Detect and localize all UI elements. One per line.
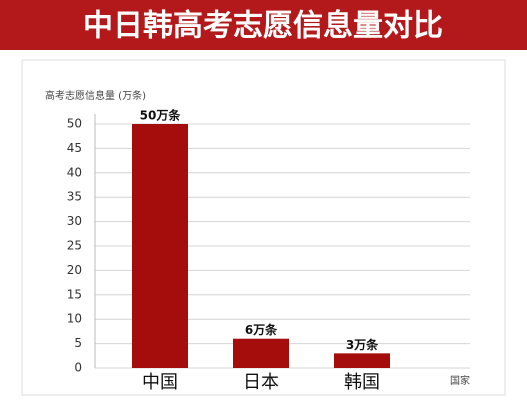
x-axis-label: 国家 bbox=[450, 374, 470, 387]
y-tick-label: 10 bbox=[67, 312, 82, 326]
value-label: 50万条 bbox=[140, 108, 182, 123]
bar bbox=[334, 353, 390, 368]
x-tick-label: 日本 bbox=[243, 372, 279, 393]
y-tick-label: 50 bbox=[67, 117, 82, 131]
title-banner bbox=[0, 0, 527, 50]
y-tick-label: 40 bbox=[67, 165, 82, 179]
y-tick-label: 20 bbox=[67, 263, 82, 277]
chart-frame bbox=[21, 59, 506, 396]
y-tick-label: 15 bbox=[67, 287, 82, 301]
y-tick-label: 0 bbox=[74, 361, 82, 375]
bar bbox=[233, 338, 289, 368]
bar bbox=[132, 124, 188, 368]
y-tick-label: 45 bbox=[67, 141, 82, 155]
value-label: 6万条 bbox=[245, 322, 278, 337]
y-axis-label: 高考志愿信息量 (万条) bbox=[45, 89, 146, 102]
y-tick-label: 30 bbox=[67, 214, 82, 228]
x-tick-label: 中国 bbox=[142, 372, 178, 393]
value-label: 3万条 bbox=[346, 337, 379, 352]
y-tick-label: 25 bbox=[67, 239, 82, 253]
chart-title: 中日韩高考志愿信息量对比 bbox=[83, 9, 443, 44]
y-tick-label: 35 bbox=[67, 190, 82, 204]
x-tick-label: 韩国 bbox=[344, 372, 380, 393]
y-tick-label: 5 bbox=[74, 336, 82, 350]
